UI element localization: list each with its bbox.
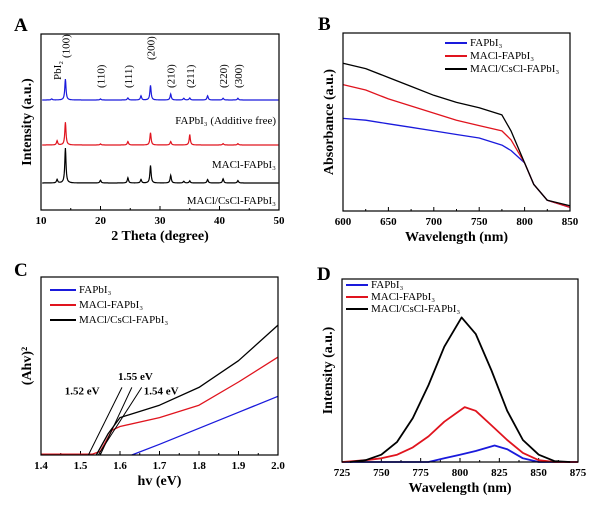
panel-C: C 1.4 1.5 1.6 1.7 1.8 1.9 2.0 hv (eV) (Ahv)² FAPbI…	[14, 260, 285, 489]
bandgap-label: 1.55 eV	[118, 371, 153, 383]
series-label: MACl-FAPbI₃	[212, 159, 276, 171]
peak-label: (220)	[218, 64, 230, 88]
panel-D: D 725 750 775 800 825 850 875 Wavelength (nm) Int…	[317, 264, 587, 496]
x-tick-label: 750	[373, 467, 390, 479]
x-tick-label: 650	[380, 216, 397, 228]
legend-label: MACl-FAPbI₃	[371, 291, 435, 303]
x-axis-label: 2 Theta (degree)	[111, 229, 209, 244]
panel-letter: A	[14, 15, 28, 36]
x-tick-label: 850	[562, 216, 579, 228]
x-tick-label: 40	[214, 215, 226, 227]
peak-label: (111)	[123, 65, 135, 88]
legend-label: FAPbI₃	[79, 284, 112, 296]
x-tick-label: 1.4	[34, 460, 48, 472]
x-axis-label: hv (eV)	[138, 474, 182, 489]
x-tick-label: 1.9	[232, 460, 246, 472]
series-line	[342, 117, 571, 209]
x-tick-label: 1.6	[113, 460, 127, 472]
legend-label: MACl-FAPbI₃	[79, 299, 143, 311]
x-tick-label: 50	[274, 215, 286, 227]
peak-label: PbI₂	[52, 61, 64, 80]
x-tick-label: 875	[570, 467, 587, 479]
legend-label: MACl-FAPbI₃	[470, 50, 534, 62]
tangent-line	[97, 387, 143, 456]
series-label: MACl/CsCl-FAPbI₃	[187, 195, 276, 207]
peak-label: (200)	[145, 36, 157, 60]
x-axis-label: Wavelength (nm)	[408, 481, 511, 496]
plot-frame	[341, 278, 579, 463]
legend-label: MACl/CsCl-FAPbI₃	[470, 63, 559, 75]
plot-frame	[40, 33, 280, 211]
y-axis-label: (Ahv)²	[20, 347, 35, 385]
plot-frame	[40, 276, 279, 456]
series-line	[349, 316, 571, 463]
x-tick-label: 1.8	[192, 460, 206, 472]
y-axis-label: Absorbance (a.u.)	[322, 69, 337, 176]
peak-label: (100)	[60, 34, 72, 58]
x-tick-label: 2.0	[271, 460, 285, 472]
x-tick-label: 750	[471, 216, 488, 228]
x-tick-label: 20	[95, 215, 107, 227]
x-tick-label: 725	[334, 467, 351, 479]
bandgap-label: 1.54 eV	[144, 385, 179, 397]
series-line	[42, 122, 279, 146]
series-line	[341, 406, 578, 463]
panel-letter: C	[14, 260, 28, 281]
legend-label: FAPbI₃	[371, 279, 404, 291]
series-label: FAPbI₃ (Additive free)	[175, 115, 276, 127]
plot-frame	[342, 32, 571, 212]
x-tick-label: 850	[530, 467, 547, 479]
series-line	[42, 78, 279, 101]
panel-letter: D	[317, 264, 331, 285]
panel-B: B 600 650 700 750 800 850 Wavelength (nm) Absorb…	[318, 14, 579, 245]
panel-A: A 10 20 30 40 50 2 Theta (degree) Intensity (a.…	[14, 15, 285, 244]
y-axis-label: Intensity (a.u.)	[321, 326, 336, 414]
peak-label: (300)	[233, 64, 245, 88]
x-tick-label: 600	[335, 216, 352, 228]
x-tick-label: 800	[516, 216, 533, 228]
x-tick-label: 825	[491, 467, 508, 479]
x-tick-label: 800	[452, 467, 469, 479]
x-tick-label: 10	[36, 215, 48, 227]
panel-letter: B	[318, 14, 331, 35]
tangent-line	[87, 387, 123, 456]
legend-label: FAPbI₃	[470, 37, 503, 49]
x-tick-label: 30	[155, 215, 167, 227]
series-line	[41, 356, 279, 455]
peak-label: (211)	[185, 64, 197, 88]
x-axis-label: Wavelength (nm)	[405, 230, 508, 245]
legend-label: MACl/CsCl-FAPbI₃	[371, 303, 460, 315]
peak-label: (210)	[166, 64, 178, 88]
x-tick-label: 775	[412, 467, 429, 479]
bandgap-label: 1.52 eV	[65, 385, 100, 397]
series-line	[95, 324, 279, 456]
series-line	[342, 62, 571, 207]
x-tick-label: 1.7	[153, 460, 167, 472]
x-tick-label: 700	[426, 216, 443, 228]
x-tick-label: 1.5	[74, 460, 88, 472]
series-line	[131, 395, 279, 456]
peak-label: (110)	[96, 64, 108, 88]
y-axis-label: Intensity (a.u.)	[20, 78, 35, 166]
series-line	[42, 147, 279, 184]
legend-label: MACl/CsCl-FAPbI₃	[79, 314, 168, 326]
